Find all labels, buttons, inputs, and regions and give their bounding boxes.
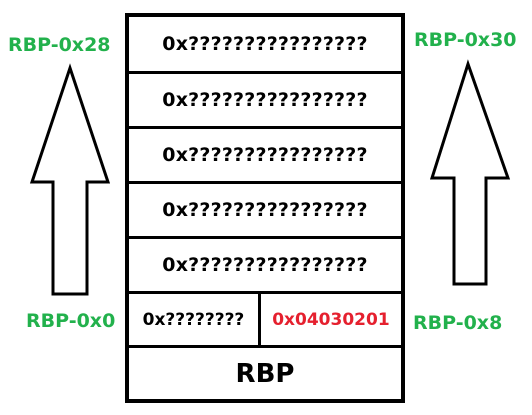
stack-slot-low-half: 0x???????? [129, 294, 261, 345]
stack-slot-low-value: 0x???????? [142, 309, 245, 330]
rbp-label: RBP [235, 358, 295, 389]
stack-slot: 0x???????????????? [129, 17, 401, 74]
label-rbp-0x0: RBP-0x0 [26, 310, 116, 332]
stack-slot-high-half: 0x04030201 [261, 294, 401, 345]
stack-slot-value: 0x???????????????? [162, 89, 368, 111]
stack-slot-value: 0x???????????????? [162, 199, 368, 221]
stack-slot: 0x???????????????? [129, 184, 401, 239]
stack-slot-high-value: 0x04030201 [272, 309, 390, 330]
rbp-slot: RBP [129, 348, 401, 399]
stack-slot: 0x???????????????? [129, 74, 401, 129]
stack-frame: 0x???????????????? 0x???????????????? 0x… [125, 13, 405, 403]
stack-slot: 0x???????????????? [129, 129, 401, 184]
label-rbp-0x30: RBP-0x30 [414, 29, 517, 51]
up-arrow-icon [29, 63, 110, 296]
up-arrow-icon [429, 59, 511, 286]
stack-slot: 0x???????????????? [129, 239, 401, 294]
stack-split-slot: 0x???????? 0x04030201 [129, 294, 401, 348]
stack-slot-value: 0x???????????????? [162, 254, 368, 276]
label-rbp-0x28: RBP-0x28 [8, 34, 111, 56]
stack-slot-value: 0x???????????????? [162, 33, 368, 55]
stack-slot-value: 0x???????????????? [162, 144, 368, 166]
label-rbp-0x8: RBP-0x8 [413, 312, 503, 334]
